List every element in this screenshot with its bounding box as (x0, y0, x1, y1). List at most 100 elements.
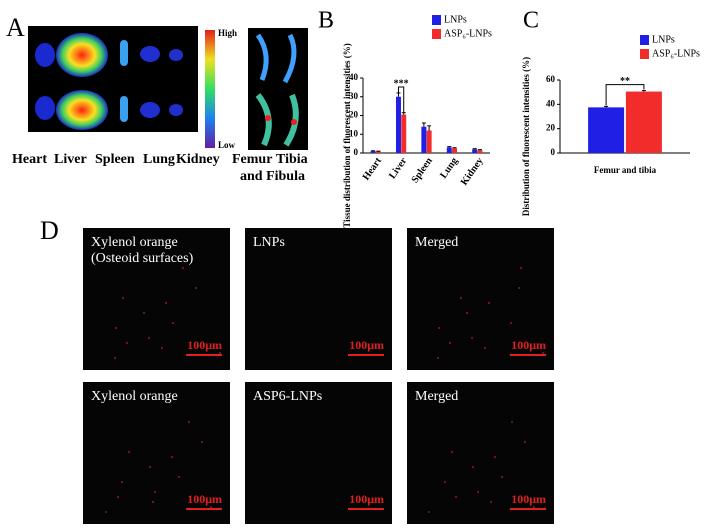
fluorescent-spot (195, 287, 197, 289)
bar (370, 151, 376, 153)
bar (421, 126, 427, 153)
fluorescent-spot (114, 357, 116, 359)
fluorescent-spot (472, 466, 474, 468)
bone-label: Femur (232, 152, 272, 167)
fluorescent-spot (428, 511, 430, 513)
y-tick-label: 20 (546, 123, 556, 133)
image-caption: Xylenol orange (91, 235, 178, 250)
colorbar-label: High (218, 28, 237, 38)
y-axis-label: Distribution of fluorescent intensities … (521, 57, 531, 216)
micrograph (245, 228, 392, 370)
legend-swatch (640, 35, 649, 45)
fluorescent-spot (494, 456, 496, 458)
fluorescent-spot (438, 327, 440, 329)
bar (625, 91, 662, 153)
fluorescent-spot (121, 481, 123, 483)
fluorescent-spot (510, 322, 512, 324)
scale-bar-label: 100μm (349, 492, 384, 506)
fluorescent-spot (143, 312, 145, 314)
fluorescent-spot (542, 352, 544, 354)
fluorescent-spot (490, 501, 492, 503)
image-caption: Merged (415, 389, 458, 404)
panel-label: B (318, 8, 334, 34)
organ-label: Liver (54, 152, 87, 167)
fluorescent-spot (466, 312, 468, 314)
organ-image (28, 26, 198, 132)
organ-label: Spleen (95, 152, 135, 167)
fluorescent-spot (449, 342, 451, 344)
fluorescent-spot (149, 466, 151, 468)
y-tick-label: 0 (551, 147, 556, 157)
fluorescent-spot (444, 481, 446, 483)
fluorescent-spot (122, 297, 124, 299)
x-tick-label: Heart (361, 155, 385, 182)
image-caption: ASP6-LNPs (253, 389, 322, 404)
y-tick-label: 10 (349, 128, 359, 138)
organ-label: Heart (12, 152, 47, 167)
bar (426, 130, 432, 153)
image-caption: Merged (415, 235, 458, 250)
panel-label: C (523, 8, 539, 34)
fluorescent-spot (488, 302, 490, 304)
significance-label: ** (620, 76, 630, 87)
fluorescent-spot (501, 476, 503, 478)
fluorescent-spot (128, 451, 130, 453)
y-tick-label: 60 (546, 74, 556, 84)
colorbar-label: Low (218, 140, 236, 150)
y-tick-label: 0 (354, 147, 359, 157)
legend-swatch (432, 15, 441, 25)
fluorescent-spot (471, 337, 473, 339)
x-tick-label: Kidney (459, 156, 486, 188)
x-tick-label: Spleen (410, 155, 436, 185)
bar (588, 107, 625, 153)
bar (472, 149, 478, 153)
fluorescent-spot (533, 506, 535, 508)
bar (446, 147, 452, 153)
organ-label: Lung (143, 152, 175, 167)
fluorescent-spot (126, 342, 128, 344)
micrograph (245, 382, 392, 524)
scale-bar-label: 100μm (349, 338, 384, 352)
y-axis-label: Tissue distribution of fluorescent inten… (342, 43, 352, 227)
fluorescent-spot (188, 421, 190, 423)
bone-label: and Fibula (240, 169, 305, 184)
fluorescent-spot (460, 297, 462, 299)
fluorescent-spot (201, 441, 203, 443)
y-tick-label: 30 (349, 91, 359, 101)
fluorescent-spot (437, 357, 439, 359)
image-caption: LNPs (253, 235, 285, 250)
fluorescent-spot (161, 347, 163, 349)
x-tick-label: Lung (438, 156, 460, 181)
bone-image (248, 28, 308, 150)
y-tick-label: 40 (546, 98, 556, 108)
fluorescent-spot (182, 267, 184, 269)
legend-label: ASP₆-LNPs (444, 28, 492, 39)
fluorescent-spot (219, 352, 221, 354)
fluorescent-spot (105, 511, 107, 513)
scale-bar-label: 100μm (511, 492, 546, 506)
fluorescent-spot (451, 451, 453, 453)
fluorescent-spot (154, 491, 156, 493)
legend-label: LNPs (652, 34, 675, 45)
organ-label: Kidney (176, 152, 220, 167)
scale-bar-label: 100μm (187, 338, 222, 352)
fluorescent-spot (115, 327, 117, 329)
legend-swatch (640, 49, 649, 59)
fluorescent-spot (524, 441, 526, 443)
fluorescent-spot (152, 501, 154, 503)
fluorescent-spot (117, 496, 119, 498)
x-tick-label: Liver (387, 155, 410, 181)
x-tick-label: Femur and tibia (594, 165, 657, 175)
fluorescent-spot (210, 506, 212, 508)
scale-bar-label: 100μm (187, 492, 222, 506)
fluorescent-spot (511, 421, 513, 423)
fluorescent-spot (518, 287, 520, 289)
fluorescent-spot (165, 302, 167, 304)
y-tick-label: 40 (349, 72, 359, 82)
fluorescent-spot (455, 496, 457, 498)
significance-label: *** (394, 78, 409, 89)
bar (477, 150, 483, 153)
y-tick-label: 20 (349, 110, 359, 120)
bar (375, 151, 381, 153)
